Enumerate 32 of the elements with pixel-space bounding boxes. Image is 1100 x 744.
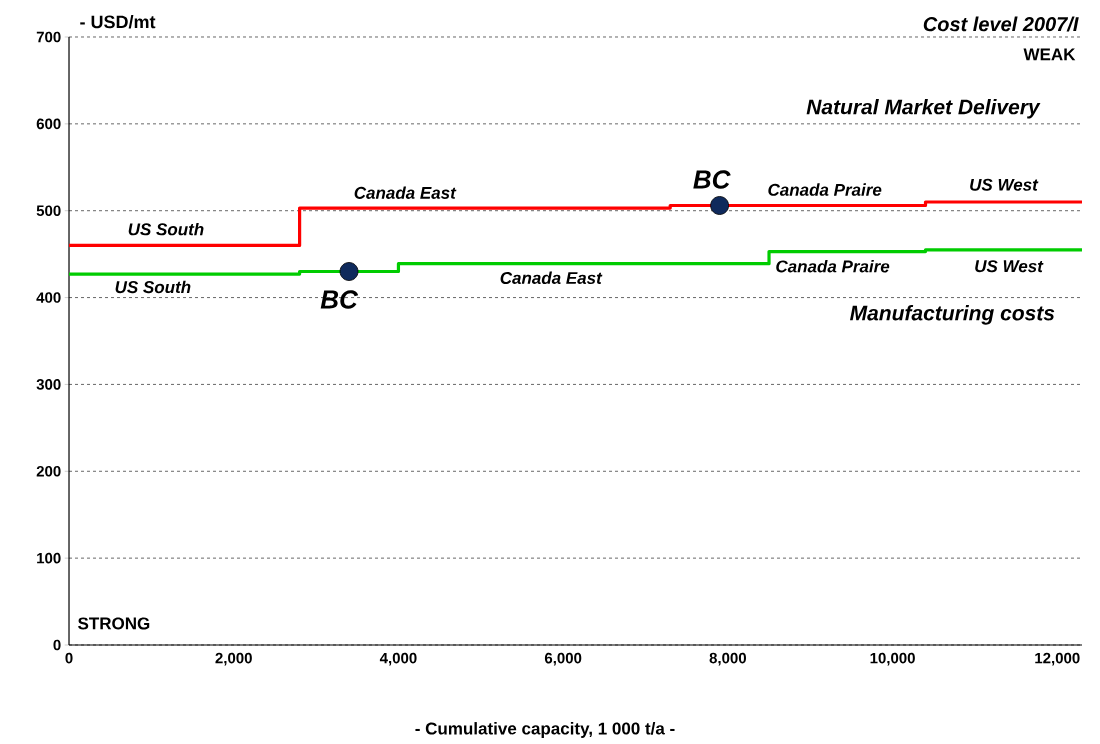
y-tick-label: 300 [36,379,61,390]
annotation: STRONG [78,617,150,630]
annotation: Canada Praire [768,183,882,196]
x-axis-title: - Cumulative capacity, 1 000 t/a - [415,722,675,738]
x-tick-label: 10,000 [870,652,915,666]
y-tick-label: 200 [36,465,61,477]
annotation: BC [320,290,359,309]
annotation: US South [115,280,191,294]
annotation: US South [128,222,204,236]
x-tick-label: 12,000 [1035,652,1080,666]
annotation: Canada Praire [776,259,890,273]
annotation: Canada East [500,271,603,284]
y-tick-label: 400 [36,292,61,303]
x-tick-label: 2,000 [215,652,252,666]
y-axis-title: - USD/mt [80,15,156,29]
annotation: Manufacturing costs [850,305,1055,325]
x-tick-label: 4,000 [379,652,417,666]
y-tick-label: 600 [36,118,61,130]
text: Cost level 2007/I [923,16,1079,32]
annotation: WEAK [1023,48,1076,61]
annotation: US West [970,178,1039,191]
annotation: BC [693,170,731,189]
annotation: Natural Market Delivery [806,98,1041,119]
y-tick-label: 700 [36,31,61,43]
annotation: Canada East [354,186,457,199]
x-tick-label: 6,000 [544,652,582,666]
y-tick-label: 100 [37,552,61,564]
x-tick-label: 8,000 [709,652,746,666]
y-tick-label: 500 [36,205,61,217]
annotation: US West [975,260,1044,273]
x-tick-label: 0 [65,652,73,664]
y-tick-label: 0 [53,639,61,651]
